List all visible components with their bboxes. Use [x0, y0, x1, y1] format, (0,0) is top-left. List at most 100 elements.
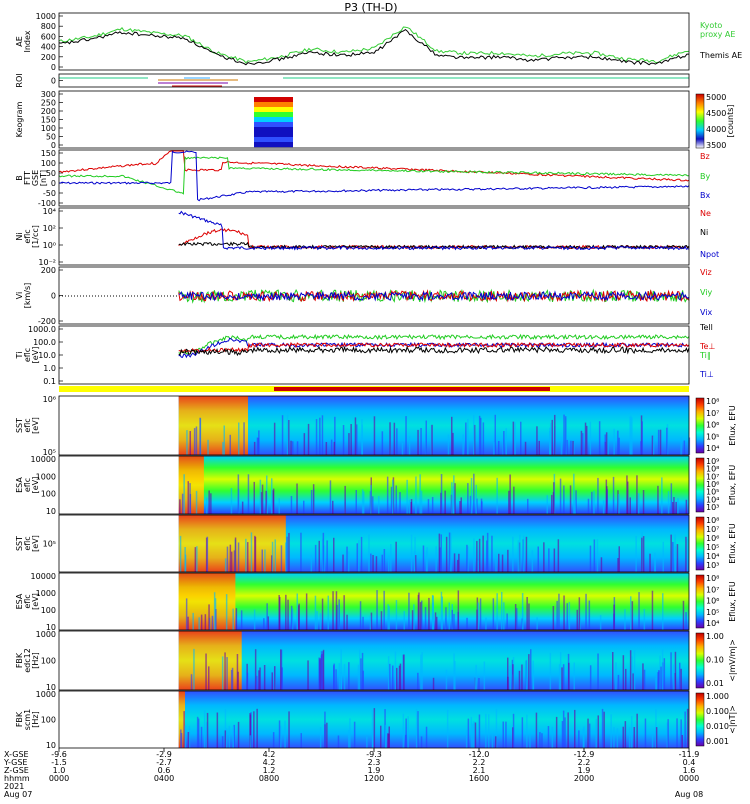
spectro-streak	[396, 428, 398, 455]
panel-frame	[58, 207, 690, 266]
spectro-streak	[274, 539, 276, 572]
spectro-streak	[389, 422, 391, 455]
spectro-empty	[59, 515, 179, 572]
spectro-streak	[272, 490, 274, 514]
spectro-streak	[287, 599, 289, 630]
spectro-streak	[392, 479, 394, 514]
spectro-streak	[453, 553, 456, 572]
y-axis-label: [nT]	[39, 170, 48, 186]
spectro-streak	[588, 723, 591, 748]
legend-kyoto-line1: Kyoto	[700, 21, 722, 30]
x-tick-label: -1.5	[51, 758, 67, 767]
spectro-streak	[246, 672, 249, 690]
colorbar-tick: 10³	[706, 561, 719, 570]
spectro-streak	[618, 546, 620, 572]
y-tick-label: 0	[51, 77, 56, 86]
x-tick-label: 0400	[154, 774, 174, 783]
spectro-streak	[318, 540, 320, 572]
colorbar-tick: 1.000	[706, 692, 729, 701]
spectro-streak	[670, 534, 672, 572]
spectro-streak	[190, 674, 193, 690]
spectro-streak	[655, 675, 658, 690]
spectro-streak	[459, 501, 461, 514]
y-tick-label: 800	[41, 22, 56, 31]
spectro-streak	[286, 414, 289, 455]
spectro-streak	[256, 708, 258, 748]
spectro-streak	[587, 498, 590, 514]
spectro-streak	[613, 428, 615, 455]
spectro-streak	[417, 672, 419, 690]
colorbar-esa_e	[695, 457, 705, 513]
spectro-streak	[454, 660, 456, 690]
spectro-streak	[247, 542, 249, 572]
y-axis-label: eflc	[23, 594, 32, 608]
spectro-streak	[616, 728, 619, 748]
spectro-streak	[474, 676, 477, 690]
spectro-streak	[314, 544, 317, 572]
spectro-streak	[651, 735, 654, 748]
spectro-streak	[368, 534, 370, 572]
spectro-streak	[613, 727, 615, 748]
spectro-streak	[234, 537, 237, 572]
spectro-streak	[307, 423, 310, 455]
y-tick-label: 150	[41, 116, 56, 125]
spectro-streak	[319, 613, 322, 630]
spectro-streak	[507, 657, 509, 690]
spectro-streak	[360, 658, 362, 690]
y-axis-label: FTT	[23, 171, 32, 185]
spectro-streak	[589, 421, 592, 455]
density-data	[178, 210, 690, 251]
y-tick-label: 10000	[31, 455, 56, 464]
spectro-streak	[512, 727, 514, 748]
spectro-streak	[593, 539, 596, 572]
legend-by: By	[700, 172, 710, 181]
spectro-streak	[187, 616, 189, 630]
spectro-streak	[578, 730, 580, 748]
legend-npot: Npot	[700, 250, 719, 259]
spectro-streak	[362, 670, 364, 690]
spectro-streak	[635, 536, 637, 572]
y-tick-label: 0	[51, 141, 56, 150]
spectro-streak	[474, 722, 477, 748]
spectro-streak	[435, 546, 437, 572]
spectro-streak	[666, 722, 669, 748]
spectro-streak	[390, 544, 392, 572]
spectro-streak	[637, 493, 640, 514]
spectro-streak	[208, 666, 210, 690]
x-row-label: 2021	[4, 782, 24, 791]
spectro-streak	[259, 479, 262, 514]
spectro-streak	[633, 650, 636, 690]
spectro-streak	[332, 500, 334, 514]
spectro-streak	[360, 536, 363, 572]
spectro-streak	[199, 417, 201, 455]
spectro-streak	[237, 671, 239, 690]
spectro-streak	[485, 617, 487, 630]
colorbar-tick: 10⁶	[706, 597, 719, 606]
spectro-streak	[324, 711, 326, 748]
spectro-streak	[296, 593, 298, 630]
spectro-streak	[680, 437, 682, 455]
spectro-streak	[206, 536, 209, 572]
spectro-streak	[375, 556, 378, 572]
spectro-streak	[370, 612, 373, 630]
spectro-streak	[522, 535, 525, 572]
spectro-streak	[438, 533, 441, 572]
y-tick-label: 150	[41, 149, 56, 158]
spectro-streak	[434, 612, 437, 630]
spectro-streak	[558, 664, 561, 690]
spectro-streak	[316, 610, 318, 630]
spectro-streak	[652, 436, 655, 455]
spectro-streak	[274, 666, 276, 690]
spectro-streak	[466, 544, 468, 572]
spectro-streak	[473, 721, 475, 748]
y-axis-label: AE	[15, 36, 24, 47]
spectro-streak	[184, 547, 186, 572]
spectro-streak	[519, 534, 521, 572]
spectro-streak	[230, 488, 233, 514]
spectro-streak	[494, 414, 496, 455]
spectro-streak	[286, 536, 288, 572]
colorbar-esa_i	[695, 574, 705, 629]
x-tick-label: 1200	[364, 774, 384, 783]
spectro-streak	[448, 602, 450, 630]
